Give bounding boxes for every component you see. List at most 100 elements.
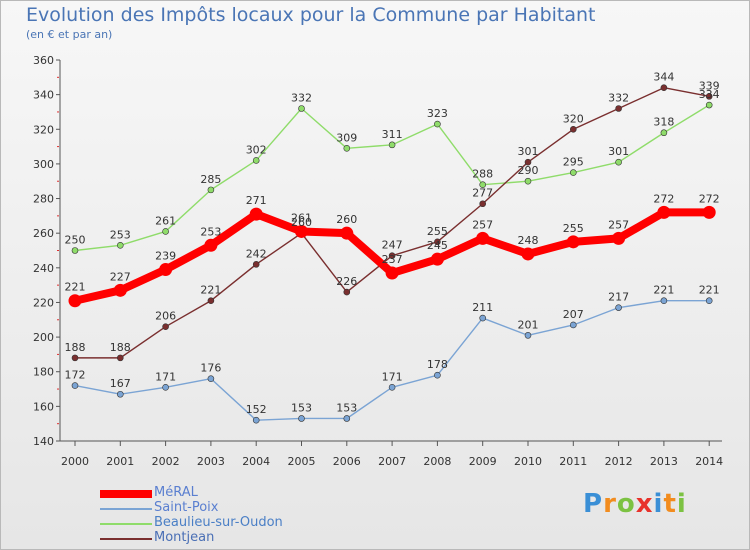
data-label: 176	[200, 362, 221, 375]
data-point	[295, 224, 308, 238]
data-point	[343, 288, 351, 296]
data-point	[705, 101, 713, 109]
data-point	[615, 105, 622, 112]
x-tick-label: 2002	[152, 455, 180, 468]
data-point	[430, 252, 444, 266]
logo-letter: t	[663, 489, 677, 519]
x-tick-label: 2014	[695, 455, 723, 468]
data-label: 206	[155, 310, 176, 323]
data-label: 261	[291, 211, 312, 224]
y-tick-label: 240	[33, 262, 54, 275]
x-tick-label: 2004	[242, 455, 270, 468]
data-label: 242	[246, 247, 267, 260]
x-tick-label: 2010	[514, 455, 542, 468]
data-label: 302	[246, 143, 267, 156]
x-axis: 2000 2001 2002 2003 2004 2005 2006 2007 2008 2009…	[60, 440, 723, 468]
data-label: 301	[608, 145, 629, 158]
data-label: 221	[200, 284, 221, 297]
data-point	[615, 158, 622, 166]
data-point	[476, 231, 490, 245]
data-point	[207, 375, 215, 382]
data-label: 295	[563, 156, 584, 169]
data-point	[162, 228, 169, 235]
y-tick-label: 360	[33, 54, 54, 67]
data-label: 290	[518, 164, 539, 177]
data-label: 255	[563, 222, 584, 235]
logo-letter: x	[635, 489, 654, 519]
x-tick-label: 2001	[106, 455, 134, 468]
x-tick-label: 2008	[423, 455, 451, 468]
data-label: 172	[65, 369, 86, 382]
data-label: 171	[382, 370, 403, 383]
data-label: 152	[246, 403, 267, 416]
data-point	[479, 181, 487, 188]
data-label: 247	[382, 239, 403, 252]
data-label: 301	[518, 145, 539, 158]
data-label: 226	[336, 275, 357, 288]
data-point	[434, 120, 441, 128]
data-label: 171	[155, 370, 176, 383]
data-point	[615, 304, 622, 311]
data-label: 221	[65, 281, 86, 294]
data-point	[569, 125, 577, 133]
logo-letter: i	[676, 489, 687, 519]
y-tick-label: 140	[33, 435, 54, 448]
x-tick-label: 2013	[650, 455, 678, 468]
data-label: 255	[427, 225, 448, 238]
data-point	[388, 384, 396, 391]
y-tick-label: 260	[33, 227, 54, 240]
y-tick-label: 220	[33, 296, 54, 309]
data-label: 334	[699, 88, 720, 101]
data-point	[343, 145, 351, 152]
data-label: 344	[653, 71, 674, 84]
data-point	[479, 200, 487, 208]
data-label: 260	[336, 213, 357, 226]
legend-swatch	[100, 508, 152, 510]
y-tick-label: 300	[33, 158, 54, 171]
data-point	[162, 323, 169, 331]
data-point	[343, 415, 351, 422]
data-point	[660, 129, 668, 137]
chart-title: Evolution des Impôts locaux pour la Comm…	[26, 4, 596, 26]
data-label: 272	[699, 192, 720, 205]
legend-label: Beaulieu-sur-Oudon	[154, 515, 283, 530]
data-point	[524, 158, 532, 166]
series-layer	[68, 84, 716, 424]
data-label: 311	[382, 128, 403, 141]
data-point	[207, 297, 215, 305]
data-point	[117, 354, 124, 362]
legend-swatch	[100, 538, 152, 540]
data-point	[117, 242, 124, 249]
data-point	[252, 157, 260, 164]
data-point	[657, 205, 671, 219]
data-point	[249, 207, 263, 221]
data-label: 239	[155, 250, 176, 263]
data-label: 245	[427, 239, 448, 252]
data-label: 309	[336, 131, 357, 144]
data-label: 167	[110, 377, 131, 390]
data-label: 271	[246, 194, 267, 207]
data-label: 272	[653, 192, 674, 205]
data-label: 153	[291, 401, 312, 414]
data-point	[340, 226, 354, 240]
x-tick-label: 2009	[469, 455, 497, 468]
data-label: 248	[518, 234, 539, 247]
data-point	[207, 186, 215, 194]
data-label: 253	[200, 225, 221, 238]
data-point	[705, 297, 713, 305]
data-point	[71, 382, 79, 389]
x-tick-label: 2000	[61, 455, 89, 468]
data-label: 318	[653, 116, 674, 129]
proxiti-logo: Proxiti	[583, 489, 687, 519]
data-label: 211	[472, 301, 493, 314]
data-label: 339	[699, 79, 720, 92]
legend-label: MéRAL	[154, 485, 198, 500]
data-label: 201	[518, 318, 539, 331]
data-label: 332	[608, 91, 629, 104]
data-point	[117, 390, 124, 398]
data-point	[705, 93, 713, 100]
chart-subtitle: (en € et par an)	[26, 28, 113, 41]
